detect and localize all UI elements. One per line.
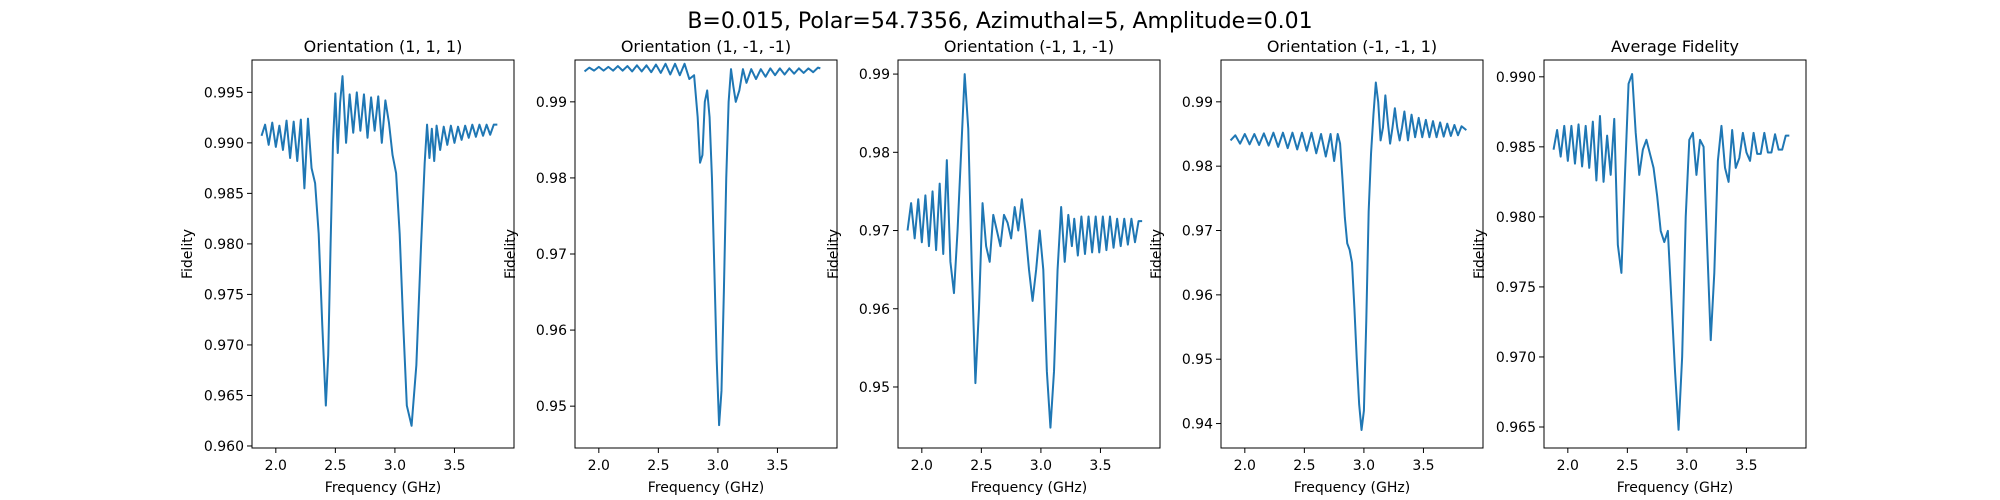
x-tick-label: 3.5 [1735,458,1757,474]
y-tick-label: 0.995 [204,85,244,101]
y-tick-label: 0.975 [204,287,244,303]
x-axis-label: Frequency (GHz) [1617,480,1733,496]
x-axis-label: Frequency (GHz) [325,480,441,496]
x-tick-label: 3.0 [1676,458,1698,474]
y-tick-label: 0.99 [536,95,567,111]
y-tick-label: 0.980 [204,237,244,253]
x-tick-label: 3.5 [766,458,788,474]
y-axis-label: Fidelity [1472,229,1488,279]
y-tick-label: 0.98 [536,171,567,187]
axes-frame [1543,59,1807,449]
y-axis-label: Fidelity [826,229,842,279]
x-tick-label: 2.5 [647,458,669,474]
x-tick-label: 2.5 [970,458,992,474]
subplot-title: Orientation (1, 1, 1) [304,37,463,56]
subplot-title: Orientation (-1, 1, -1) [944,37,1114,56]
y-tick-label: 0.96 [859,302,890,318]
y-tick-label: 0.96 [536,323,567,339]
x-tick-label: 3.0 [707,458,729,474]
axes-frame [251,59,515,449]
subplot-grid: Orientation (1, 1, 1) 2.0 2.5 3.0 3.5 0.960 0.… [180,37,1807,496]
x-tick-label: 2.5 [324,458,346,474]
y-tick-label: 0.99 [1182,95,1213,111]
x-tick-label: 3.5 [443,458,465,474]
y-tick-label: 0.97 [1182,224,1213,240]
y-tick-label: 0.990 [204,136,244,152]
y-tick-label: 0.985 [1496,140,1536,156]
x-tick-label: 2.0 [588,458,610,474]
series-line [583,62,821,427]
y-axis-label: Fidelity [180,229,196,279]
y-tick-label: 0.965 [1496,420,1536,436]
subplot-2: Orientation (1, -1, -1) 2.0 2.5 3.0 3.5 0.95 0… [503,37,838,496]
series-line [1552,73,1790,431]
x-tick-label: 3.0 [384,458,406,474]
figure-suptitle: B=0.015, Polar=54.7356, Azimuthal=5, Amp… [687,9,1312,34]
axes-frame [897,59,1161,449]
y-tick-label: 0.98 [1182,159,1213,175]
x-tick-label: 2.0 [1557,458,1579,474]
y-axis-label: Fidelity [1149,229,1165,279]
x-tick-label: 2.5 [1293,458,1315,474]
y-tick-label: 0.99 [859,67,890,83]
y-tick-label: 0.960 [204,439,244,455]
y-tick-label: 0.95 [536,399,567,415]
subplot-title: Orientation (1, -1, -1) [621,37,791,56]
y-tick-label: 0.970 [1496,350,1536,366]
y-tick-label: 0.94 [1182,417,1213,433]
x-tick-label: 2.0 [911,458,933,474]
axes-frame [1220,59,1484,449]
x-tick-label: 2.0 [265,458,287,474]
x-tick-label: 3.0 [1030,458,1052,474]
x-axis-label: Frequency (GHz) [971,480,1087,496]
series-line [906,73,1143,429]
y-tick-label: 0.985 [204,186,244,202]
subplot-1: Orientation (1, 1, 1) 2.0 2.5 3.0 3.5 0.960 0.… [180,37,515,496]
subplot-title: Orientation (-1, -1, 1) [1267,37,1437,56]
y-tick-label: 0.95 [1182,352,1213,368]
x-tick-label: 3.0 [1353,458,1375,474]
subplot-title: Average Fidelity [1611,37,1739,56]
subplot-4: Orientation (-1, -1, 1) 2.0 2.5 3.0 3.5 0.94 0… [1149,37,1484,496]
y-tick-label: 0.97 [859,224,890,240]
y-tick-label: 0.95 [859,380,890,396]
series-line [1229,81,1467,431]
x-axis-label: Frequency (GHz) [1294,480,1410,496]
y-tick-label: 0.97 [536,247,567,263]
x-axis-label: Frequency (GHz) [648,480,764,496]
y-axis-label: Fidelity [503,229,519,279]
y-tick-label: 0.98 [859,145,890,161]
y-tick-label: 0.965 [204,388,244,404]
x-tick-label: 2.5 [1616,458,1638,474]
x-tick-label: 3.5 [1412,458,1434,474]
subplot-5: Average Fidelity 2.0 2.5 3.0 3.5 0.965 0.970 0.… [1472,37,1807,496]
y-tick-label: 0.980 [1496,210,1536,226]
x-tick-label: 2.0 [1234,458,1256,474]
y-tick-label: 0.990 [1496,70,1536,86]
y-tick-label: 0.970 [204,338,244,354]
x-tick-label: 3.5 [1089,458,1111,474]
subplot-3: Orientation (-1, 1, -1) 2.0 2.5 3.0 3.5 0.95 0… [826,37,1161,496]
axes-frame [574,59,838,449]
y-tick-label: 0.96 [1182,288,1213,304]
y-tick-label: 0.975 [1496,280,1536,296]
series-line [260,75,498,427]
